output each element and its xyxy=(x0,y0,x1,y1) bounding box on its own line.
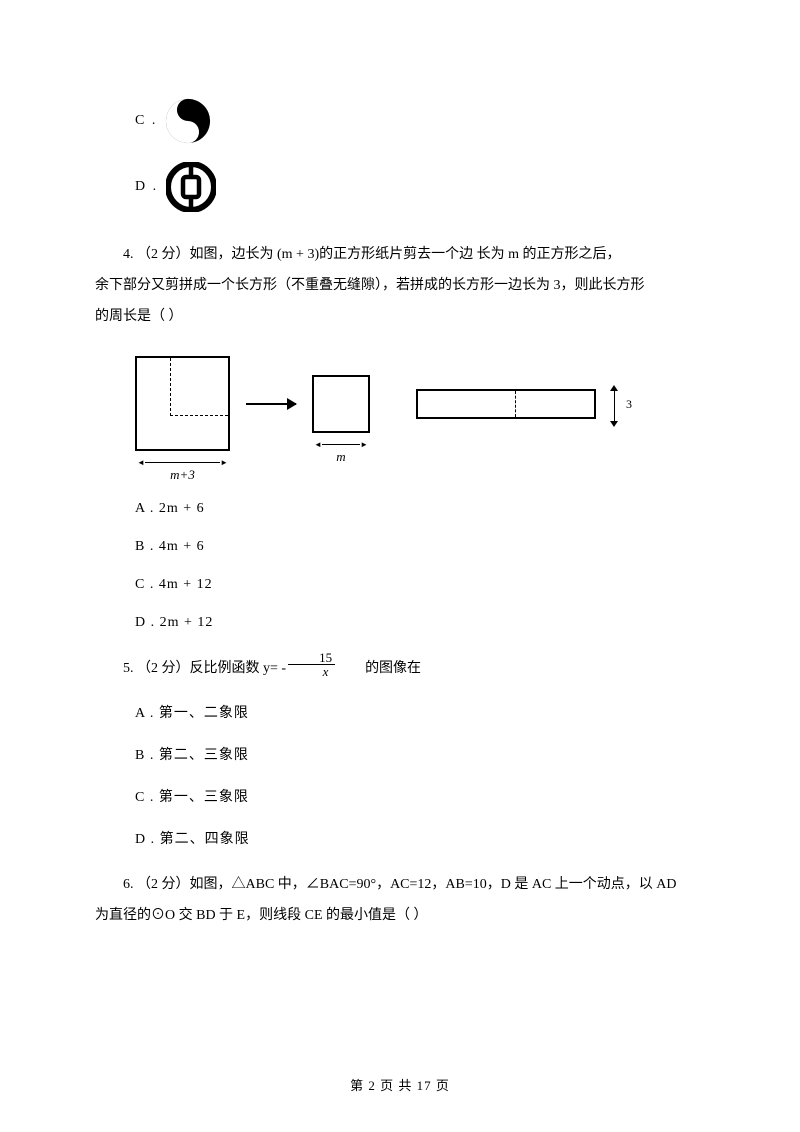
q5-num: 15 xyxy=(288,651,335,665)
q4-rectangle: 3 xyxy=(416,389,596,419)
option-c-row: C . xyxy=(135,98,705,144)
yinyang-icon xyxy=(165,98,211,144)
page-footer: 第 2 页 共 17 页 xyxy=(0,1075,800,1094)
q6-line2: 为直径的⊙O 交 BD 于 E，则线段 CE 的最小值是（ ） xyxy=(95,908,428,923)
q4-square-small: m xyxy=(312,375,370,433)
q5-den: x xyxy=(292,665,332,678)
q5-post: 的图像在 xyxy=(337,657,421,677)
q4-diagram: m+3 m 3 xyxy=(135,356,705,451)
option-d-row: D . xyxy=(135,162,705,212)
q4-choice-d: D . 2m + 12 xyxy=(135,615,705,631)
q4-choice-b: B . 4m + 6 xyxy=(135,539,705,555)
q5-fraction: 15 x xyxy=(288,651,335,678)
q5-pre: 5. （2 分）反比例函数 y= - xyxy=(95,657,286,677)
q5-choice-b: B . 第二、三象限 xyxy=(135,744,705,764)
q4-rect-height-dim: 3 xyxy=(610,385,618,427)
q5-choice-d: D . 第二、四象限 xyxy=(135,828,705,848)
option-d-label: D . xyxy=(135,179,158,195)
q4-choice-a: A . 2m + 6 xyxy=(135,501,705,517)
q4-choices: A . 2m + 6 B . 4m + 6 C . 4m + 12 D . 2m… xyxy=(135,501,705,631)
q4-big-dim-arrow xyxy=(137,458,228,467)
q4-small-label: m xyxy=(314,449,368,465)
q4-small-dim-arrow xyxy=(314,440,368,449)
q4-big-label: m+3 xyxy=(137,467,228,483)
question-6: 6. （2 分）如图，△ABC 中，∠BAC=90°，AC=12，AB=10，D… xyxy=(95,870,705,932)
q5-choice-a: A . 第一、二象限 xyxy=(135,702,705,722)
q4-line2: 余下部分又剪拼成一个长方形（不重叠无缝隙），若拼成的长方形一边长为 3，则此长方… xyxy=(95,278,645,293)
option-c-label: C . xyxy=(135,113,157,129)
q4-transform-arrow xyxy=(246,403,296,405)
q4-dash-cutout xyxy=(170,358,228,416)
bank-icon xyxy=(166,162,216,212)
q4-square-big: m+3 xyxy=(135,356,230,451)
q4-rect-dash xyxy=(515,391,516,417)
q4-choice-c: C . 4m + 12 xyxy=(135,577,705,593)
question-5: 5. （2 分）反比例函数 y= - 15 x 的图像在 xyxy=(95,653,705,680)
q4-line1: 4. （2 分）如图，边长为 (m + 3)的正方形纸片剪去一个边 长为 m 的… xyxy=(123,247,621,262)
q6-line1: 6. （2 分）如图，△ABC 中，∠BAC=90°，AC=12，AB=10，D… xyxy=(123,877,677,892)
q4-height-label: 3 xyxy=(626,397,632,412)
q5-choices: A . 第一、二象限 B . 第二、三象限 C . 第一、三象限 D . 第二、… xyxy=(135,702,705,848)
question-4: 4. （2 分）如图，边长为 (m + 3)的正方形纸片剪去一个边 长为 m 的… xyxy=(95,240,705,332)
q5-choice-c: C . 第一、三象限 xyxy=(135,786,705,806)
q4-line3: 的周长是（ ） xyxy=(95,309,183,324)
